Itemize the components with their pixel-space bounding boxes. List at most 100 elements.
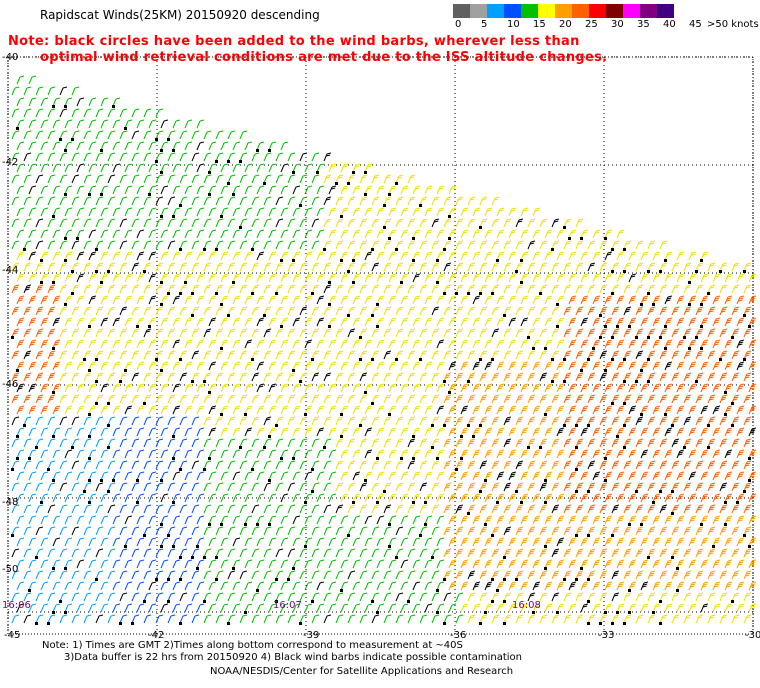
wind-barb (688, 273, 697, 283)
contamination-marker (64, 611, 67, 614)
contamination-marker (707, 424, 710, 427)
wind-barb (544, 515, 553, 525)
wind-barb (292, 427, 301, 437)
wind-barb (556, 273, 565, 283)
wind-barb (376, 405, 385, 415)
wind-barb (599, 240, 608, 250)
wind-barb (64, 141, 73, 151)
contamination-marker (575, 468, 578, 471)
wind-barb (539, 372, 548, 382)
contamination-marker (491, 578, 494, 581)
wind-barb (688, 295, 697, 305)
wind-barb (383, 526, 392, 536)
contamination-marker (587, 534, 590, 537)
wind-barb (496, 229, 505, 239)
wind-barb (35, 262, 44, 272)
wind-barb (304, 339, 313, 349)
wind-barb (568, 603, 577, 613)
wind-barb (292, 339, 301, 349)
wind-barb (208, 581, 217, 591)
wind-barb (580, 449, 589, 459)
wind-barb (28, 273, 37, 283)
wind-barb (71, 328, 80, 338)
wind-barb (611, 592, 620, 602)
wind-barb (616, 515, 625, 525)
contamination-marker (563, 380, 566, 383)
wind-barb (112, 97, 121, 107)
wind-barb (520, 251, 529, 261)
wind-barb (484, 603, 493, 613)
wind-barb (707, 372, 716, 382)
contamination-marker (100, 479, 103, 482)
wind-barb (676, 427, 685, 437)
contamination-marker (251, 292, 254, 295)
wind-barb (491, 438, 500, 448)
wind-barb (112, 207, 121, 217)
wind-barb (244, 603, 253, 613)
wind-barb (287, 372, 296, 382)
contamination-marker (299, 204, 302, 207)
wind-barb (299, 614, 308, 624)
contamination-marker (719, 358, 722, 361)
wind-barb (119, 240, 128, 250)
wind-barb (707, 614, 716, 624)
wind-barb (215, 394, 224, 404)
wind-barb (292, 295, 301, 305)
wind-barb (268, 317, 277, 327)
wind-barb (616, 295, 625, 305)
wind-barb (647, 592, 656, 602)
wind-barb (167, 196, 176, 206)
wind-barb (35, 130, 44, 140)
wind-barb (623, 372, 632, 382)
wind-barb (695, 570, 704, 580)
wind-barb (359, 526, 368, 536)
wind-barb (532, 207, 541, 217)
wind-barb (431, 372, 440, 382)
wind-barb (431, 240, 440, 250)
contamination-marker (335, 182, 338, 185)
wind-barb (335, 570, 344, 580)
wind-barb (323, 438, 332, 448)
contamination-marker (263, 446, 266, 449)
wind-barb (628, 317, 637, 327)
wind-barb (352, 207, 361, 217)
wind-barb (659, 416, 668, 426)
wind-barb (707, 504, 716, 514)
contamination-marker (467, 292, 470, 295)
wind-barb (316, 471, 325, 481)
wind-barb (556, 493, 565, 503)
wind-barb (640, 515, 649, 525)
wind-barb (376, 603, 385, 613)
wind-barb (136, 383, 145, 393)
wind-barb (191, 284, 200, 294)
wind-barb (131, 350, 140, 360)
wind-barb (124, 119, 133, 129)
contamination-marker (395, 358, 398, 361)
wind-barb (311, 218, 320, 228)
wind-barb (364, 317, 373, 327)
wind-barb (100, 207, 109, 217)
wind-barb (88, 603, 97, 613)
wind-barb (148, 207, 157, 217)
wind-barb (172, 603, 181, 613)
wind-barb (215, 174, 224, 184)
wind-barb (239, 174, 248, 184)
wind-barb (736, 317, 745, 327)
contamination-marker (479, 424, 482, 427)
wind-barb (340, 559, 349, 569)
contamination-marker (88, 435, 91, 438)
wind-barb (172, 185, 181, 195)
contamination-marker (527, 446, 530, 449)
wind-barb (424, 383, 433, 393)
wind-barb (551, 372, 560, 382)
wind-barb (575, 548, 584, 558)
wind-barb (184, 207, 193, 217)
contamination-marker (83, 358, 86, 361)
wind-barb (196, 361, 205, 371)
wind-barb (724, 295, 733, 305)
wind-barb (107, 350, 116, 360)
wind-barb (467, 570, 476, 580)
wind-barb (407, 394, 416, 404)
wind-barb (683, 284, 692, 294)
wind-barb (299, 328, 308, 338)
